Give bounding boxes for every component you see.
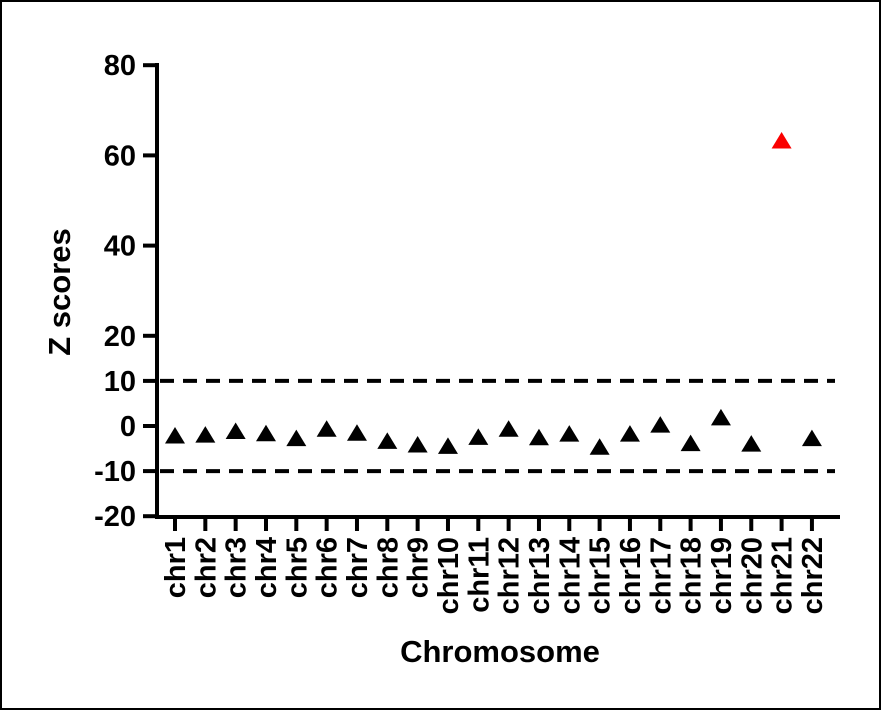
y-tick-label: -10 bbox=[94, 456, 136, 488]
y-tick-label: 60 bbox=[104, 140, 136, 172]
x-tick-label-chr9: chr9 bbox=[403, 537, 435, 598]
y-axis-ticks-group: 80 60 40 20 10 0 -10 -20 bbox=[94, 50, 155, 533]
data-point-chr21 bbox=[771, 132, 792, 149]
data-point-chr19 bbox=[710, 408, 731, 426]
data-point-chr15 bbox=[589, 438, 610, 455]
data-point-chr18 bbox=[680, 434, 701, 452]
x-tick-label-chr2: chr2 bbox=[190, 537, 222, 598]
x-tick-label-chr1: chr1 bbox=[160, 537, 192, 598]
x-tick-label-chr22: chr22 bbox=[797, 537, 829, 614]
data-point-chr9 bbox=[407, 435, 428, 453]
data-point-chr10 bbox=[437, 437, 458, 454]
x-tick-label-chr8: chr8 bbox=[372, 537, 404, 598]
x-tick-label-chr13: chr13 bbox=[524, 537, 556, 614]
data-point-chr14 bbox=[559, 425, 580, 442]
y-tick-label: 10 bbox=[104, 366, 136, 398]
data-point-chr11 bbox=[468, 428, 489, 445]
data-points-group bbox=[165, 132, 822, 455]
data-point-chr5 bbox=[286, 429, 307, 447]
x-axis-ticks-group: chr1chr2chr3chr4chr5chr6chr7chr8chr9chr1… bbox=[160, 519, 829, 614]
x-tick-label-chr18: chr18 bbox=[676, 537, 708, 614]
x-tick-label-chr5: chr5 bbox=[281, 537, 313, 598]
x-tick-label-chr11: chr11 bbox=[463, 537, 495, 613]
y-tick-label: 40 bbox=[104, 231, 136, 263]
data-point-chr17 bbox=[650, 416, 671, 433]
x-tick-label-chr17: chr17 bbox=[645, 537, 677, 614]
data-point-chr2 bbox=[195, 426, 216, 443]
data-point-chr6 bbox=[316, 420, 337, 437]
x-tick-label-chr15: chr15 bbox=[585, 537, 617, 614]
x-tick-label-chr3: chr3 bbox=[221, 537, 253, 598]
data-point-chr8 bbox=[377, 432, 398, 449]
x-tick-label-chr14: chr14 bbox=[554, 537, 586, 614]
x-tick-label-chr7: chr7 bbox=[342, 537, 374, 598]
data-point-chr20 bbox=[741, 435, 762, 452]
data-point-chr22 bbox=[801, 429, 822, 447]
x-tick-label-chr12: chr12 bbox=[494, 537, 526, 614]
data-point-chr1 bbox=[165, 426, 185, 444]
y-tick-label: 20 bbox=[104, 321, 136, 353]
data-point-chr12 bbox=[498, 420, 519, 437]
x-tick-label-chr4: chr4 bbox=[251, 537, 283, 598]
x-tick-label-chr21: chr21 bbox=[767, 537, 799, 614]
x-tick-label-chr20: chr20 bbox=[736, 537, 768, 614]
x-tick-label-chr19: chr19 bbox=[706, 537, 738, 614]
data-point-chr7 bbox=[346, 424, 367, 441]
data-point-chr13 bbox=[528, 428, 549, 446]
x-tick-label-chr16: chr16 bbox=[615, 537, 647, 614]
x-tick-label-chr10: chr10 bbox=[433, 537, 465, 614]
data-point-chr4 bbox=[255, 424, 276, 442]
data-point-chr3 bbox=[225, 422, 246, 439]
x-tick-label-chr6: chr6 bbox=[312, 537, 344, 598]
data-point-chr16 bbox=[619, 425, 640, 442]
y-tick-label: 0 bbox=[120, 411, 136, 443]
y-tick-label: 80 bbox=[104, 50, 136, 82]
x-axis-title: Chromosome bbox=[400, 634, 600, 669]
threshold-lines-group bbox=[160, 378, 835, 474]
y-tick-label: -20 bbox=[94, 501, 136, 533]
y-axis-title: Z scores bbox=[42, 228, 77, 356]
